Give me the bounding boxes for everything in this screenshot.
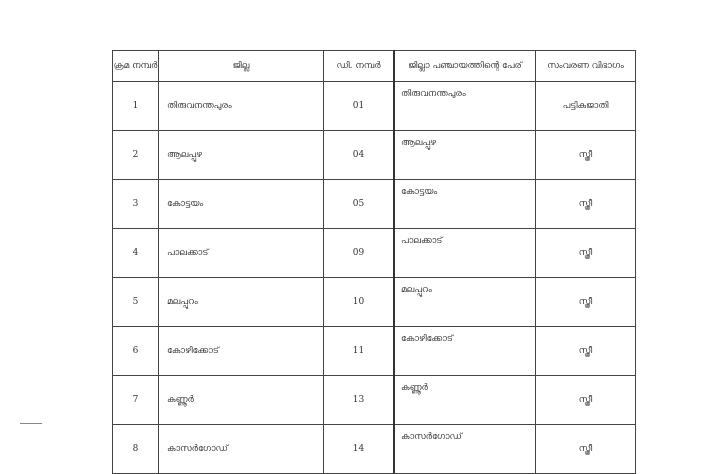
cell-serial-no: 3 (112, 179, 159, 229)
cell-division-no: 05 (323, 179, 395, 229)
cell-district: കാസർഗോഡ് (158, 424, 324, 474)
table-row: 5 മലപ്പുറം 10 മലപ്പുറം സ്ത്രീ (112, 277, 636, 327)
table-row: 6 കോഴിക്കോട് 11 കോഴിക്കോട് സ്ത്രീ (112, 326, 636, 376)
cell-reservation-category: സ്ത്രീ (535, 228, 636, 278)
cell-division-no: 01 (323, 81, 395, 131)
cell-district: മലപ്പുറം (158, 277, 324, 327)
cell-panchayat-name: തിരുവനന്തപുരം (393, 81, 536, 131)
cell-reservation-category: സ്ത്രീ (535, 130, 636, 180)
cell-serial-no: 2 (112, 130, 159, 180)
header-panchayat-name: ജില്ലാ പഞ്ചായത്തിന്റെ പേര് (393, 50, 536, 82)
table-row: 2 ആലപ്പുഴ 04 ആലപ്പുഴ സ്ത്രീ (112, 130, 636, 180)
cell-district: ആലപ്പുഴ (158, 130, 324, 180)
header-division-no: ഡി. നമ്പർ (323, 50, 395, 82)
table-row: 4 പാലക്കാട് 09 പാലക്കാട് സ്ത്രീ (112, 228, 636, 278)
cell-reservation-category: സ്ത്രീ (535, 424, 636, 474)
table-row: 8 കാസർഗോഡ് 14 കാസർഗോഡ് സ്ത്രീ (112, 424, 636, 474)
cell-panchayat-name: പാലക്കാട് (393, 228, 536, 278)
cell-serial-no: 6 (112, 326, 159, 376)
header-reservation-category: സംവരണ വിഭാഗം (535, 50, 636, 82)
cell-reservation-category: സ്ത്രീ (535, 179, 636, 229)
cell-reservation-category: സ്ത്രീ (535, 375, 636, 425)
cell-division-no: 04 (323, 130, 395, 180)
cell-panchayat-name: മലപ്പുറം (393, 277, 536, 327)
cell-district: കോട്ടയം (158, 179, 324, 229)
cell-district: കോഴിക്കോട് (158, 326, 324, 376)
cell-panchayat-name: ആലപ്പുഴ (393, 130, 536, 180)
cell-district: പാലക്കാട് (158, 228, 324, 278)
reservation-table: ക്രമ നമ്പർ ജില്ല ഡി. നമ്പർ ജില്ലാ പഞ്ചായ… (112, 50, 636, 474)
cell-district: തിരുവനന്തപുരം (158, 81, 324, 131)
table-row: 3 കോട്ടയം 05 കോട്ടയം സ്ത്രീ (112, 179, 636, 229)
cell-reservation-category: സ്ത്രീ (535, 277, 636, 327)
cell-panchayat-name: കണ്ണൂർ (393, 375, 536, 425)
divider-mark (20, 423, 42, 424)
cell-serial-no: 1 (112, 81, 159, 131)
cell-reservation-category: പട്ടികജാതി (535, 81, 636, 131)
cell-serial-no: 4 (112, 228, 159, 278)
table-row: 7 കണ്ണൂർ 13 കണ്ണൂർ സ്ത്രീ (112, 375, 636, 425)
cell-panchayat-name: കോഴിക്കോട് (393, 326, 536, 376)
cell-division-no: 14 (323, 424, 395, 474)
table-row: 1 തിരുവനന്തപുരം 01 തിരുവനന്തപുരം പട്ടികജാതി (112, 81, 636, 131)
cell-serial-no: 8 (112, 424, 159, 474)
header-serial-no: ക്രമ നമ്പർ (112, 50, 159, 82)
cell-district: കണ്ണൂർ (158, 375, 324, 425)
cell-serial-no: 5 (112, 277, 159, 327)
cell-panchayat-name: കാസർഗോഡ് (393, 424, 536, 474)
cell-division-no: 09 (323, 228, 395, 278)
header-row: ക്രമ നമ്പർ ജില്ല ഡി. നമ്പർ ജില്ലാ പഞ്ചായ… (112, 50, 636, 82)
cell-division-no: 11 (323, 326, 395, 376)
cell-division-no: 10 (323, 277, 395, 327)
cell-panchayat-name: കോട്ടയം (393, 179, 536, 229)
cell-serial-no: 7 (112, 375, 159, 425)
cell-division-no: 13 (323, 375, 395, 425)
header-district: ജില്ല (158, 50, 324, 82)
cell-reservation-category: സ്ത്രീ (535, 326, 636, 376)
